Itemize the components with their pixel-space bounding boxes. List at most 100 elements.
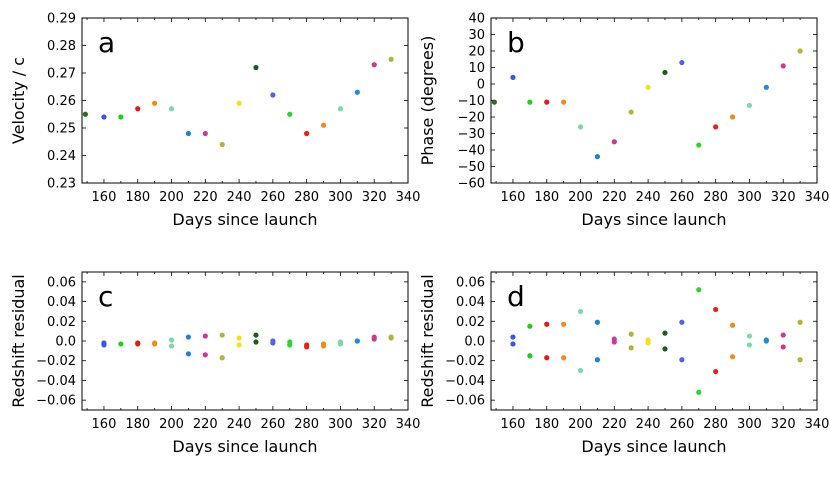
- data-point: [577, 124, 584, 130]
- data-point: [763, 338, 769, 344]
- data-point: [202, 352, 208, 358]
- data-point: [185, 334, 192, 340]
- data-point: [253, 339, 259, 345]
- data-point: [696, 142, 702, 148]
- data-point: [713, 124, 719, 130]
- x-tick-label: 260: [669, 417, 694, 432]
- y-tick-label: −0.02: [36, 354, 76, 369]
- data-point: [320, 343, 327, 349]
- data-point: [510, 74, 516, 80]
- x-tick-label: 160: [92, 417, 117, 432]
- x-tick-label: 220: [602, 190, 627, 205]
- data-point: [101, 342, 107, 348]
- data-point: [645, 340, 651, 346]
- y-tick-label: 0.06: [456, 275, 485, 290]
- data-point: [337, 341, 344, 347]
- x-tick-label: 340: [805, 417, 830, 432]
- y-axis-label: Phase (degrees): [418, 36, 437, 166]
- y-tick-label: −0.06: [445, 394, 485, 409]
- data-point: [287, 111, 293, 117]
- data-point: [729, 322, 736, 328]
- data-point: [118, 114, 124, 120]
- x-tick-label: 160: [92, 190, 117, 205]
- data-point: [101, 114, 107, 120]
- data-point: [135, 106, 141, 112]
- data-point: [304, 344, 310, 350]
- data-point: [270, 92, 276, 98]
- data-point: [202, 333, 208, 339]
- x-tick-label: 300: [328, 417, 353, 432]
- x-axis-label: Days since launch: [581, 437, 726, 456]
- x-tick-label: 200: [159, 190, 184, 205]
- data-point: [780, 332, 786, 338]
- x-tick-label: 260: [260, 417, 285, 432]
- y-tick-label: −20: [458, 111, 485, 126]
- y-tick-label: 10: [468, 61, 485, 76]
- y-tick-label: 0.28: [47, 39, 76, 54]
- y-tick-label: 0.24: [47, 149, 76, 164]
- y-tick-label: 0.06: [47, 275, 76, 290]
- data-point: [729, 354, 736, 360]
- data-point: [577, 308, 584, 315]
- data-point: [354, 89, 360, 95]
- data-point: [287, 342, 293, 348]
- y-tick-label: 0.23: [47, 177, 76, 192]
- data-point: [236, 335, 242, 341]
- data-point: [527, 99, 533, 105]
- panel-b-phase-chart: 160 180 200 220 240 260 280 300 320 340−60−50−40−…: [418, 12, 829, 230]
- data-point: [679, 357, 685, 363]
- data-point: [135, 341, 141, 347]
- y-tick-label: 0.04: [47, 295, 76, 310]
- x-tick-label: 180: [125, 190, 150, 205]
- data-point: [628, 109, 634, 115]
- data-point: [696, 389, 702, 395]
- x-tick-label: 220: [193, 190, 218, 205]
- data-point: [662, 69, 668, 76]
- x-axis-label: Days since launch: [172, 437, 317, 456]
- data-point: [544, 321, 550, 327]
- x-tick-label: 240: [636, 190, 661, 205]
- data-point: [168, 337, 175, 343]
- y-tick-label: −30: [458, 127, 485, 142]
- data-point: [611, 139, 617, 145]
- x-tick-label: 300: [737, 190, 762, 205]
- data-point: [304, 130, 310, 137]
- y-tick-label: −60: [458, 177, 485, 192]
- x-tick-label: 280: [703, 417, 728, 432]
- y-tick-label: 0.26: [47, 94, 76, 109]
- data-point: [527, 323, 533, 329]
- x-tick-label: 200: [568, 417, 593, 432]
- x-tick-label: 280: [294, 190, 319, 205]
- panel-a-velocity-chart: 160 180 200 220 240 260 280 300 320 340 0.23 0.24 0.…: [9, 12, 420, 230]
- panel-letter: b: [507, 26, 525, 59]
- data-point: [82, 111, 88, 117]
- x-tick-label: 320: [362, 417, 387, 432]
- data-point: [152, 100, 158, 106]
- data-point: [354, 338, 360, 344]
- y-tick-label: 0.0: [464, 335, 485, 350]
- data-point: [168, 106, 175, 112]
- data-point: [746, 102, 753, 109]
- x-axis-label: Days since launch: [581, 210, 726, 229]
- data-point: [696, 287, 702, 293]
- y-tick-label: −0.06: [36, 394, 76, 409]
- data-point: [253, 332, 259, 338]
- y-tick-label: 30: [468, 28, 485, 43]
- data-point: [491, 99, 497, 105]
- data-point: [746, 333, 753, 339]
- y-tick-label: 0.02: [456, 315, 485, 330]
- data-point: [561, 321, 567, 327]
- data-point: [561, 99, 567, 105]
- x-tick-label: 300: [328, 190, 353, 205]
- x-tick-label: 160: [501, 417, 526, 432]
- x-tick-label: 280: [703, 190, 728, 205]
- data-point: [594, 154, 601, 160]
- y-axis-label: Velocity / c: [9, 57, 28, 144]
- y-axis-label: Redshift residual: [9, 274, 28, 407]
- data-point: [679, 59, 685, 66]
- x-tick-label: 240: [227, 417, 252, 432]
- data-point: [371, 336, 377, 342]
- data-point: [662, 346, 668, 352]
- y-tick-label: 40: [468, 12, 485, 27]
